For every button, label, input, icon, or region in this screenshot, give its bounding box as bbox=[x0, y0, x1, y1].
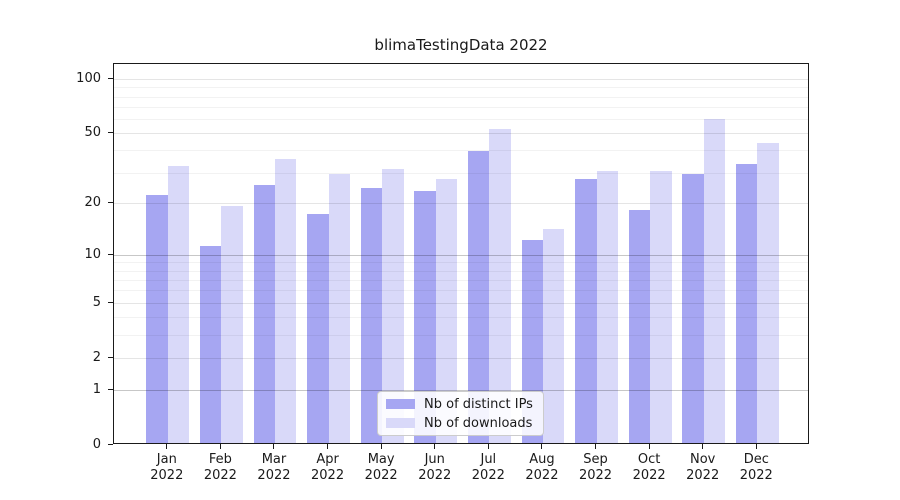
x-tickmark-mar bbox=[273, 444, 275, 449]
gridline-y-40 bbox=[114, 150, 808, 152]
legend-entry-distinct-ips: Nb of distinct IPs bbox=[386, 397, 535, 412]
y-tick-label-5: 5 bbox=[92, 294, 101, 310]
x-tick-label-nov: Nov 2022 bbox=[686, 452, 720, 483]
x-tickmark-apr bbox=[327, 444, 329, 449]
y-tickmark-1 bbox=[108, 388, 113, 390]
bar-apr-downloads bbox=[328, 173, 350, 443]
gridline-y-80 bbox=[114, 96, 808, 98]
gridline-y-7 bbox=[114, 279, 808, 281]
bar-oct-downloads bbox=[650, 171, 672, 443]
bar-may-distinct-ips bbox=[360, 188, 383, 443]
x-tick-label-oct: Oct 2022 bbox=[632, 452, 666, 483]
bar-feb-distinct-ips bbox=[199, 246, 222, 443]
bar-feb-downloads bbox=[221, 205, 243, 443]
legend-swatch-downloads bbox=[386, 417, 415, 429]
legend: Nb of distinct IPs Nb of downloads bbox=[377, 391, 544, 436]
x-tick-label-sep: Sep 2022 bbox=[578, 452, 613, 483]
legend-label-distinct-ips: Nb of distinct IPs bbox=[424, 396, 533, 412]
x-tickmark-feb bbox=[219, 444, 221, 449]
x-tickmark-oct bbox=[648, 444, 650, 449]
gridline-y-5 bbox=[114, 302, 808, 304]
y-tickmark-20 bbox=[108, 202, 113, 204]
bar-sep-downloads bbox=[596, 171, 618, 443]
gridline-y-50 bbox=[114, 133, 808, 135]
gridline-y-6 bbox=[114, 290, 808, 292]
gridline-y-3 bbox=[114, 334, 808, 336]
x-tickmark-jun bbox=[434, 444, 436, 449]
bar-nov-distinct-ips bbox=[682, 173, 704, 443]
x-tick-label-may: May 2022 bbox=[364, 452, 398, 483]
x-tickmark-jan bbox=[166, 444, 168, 449]
x-tick-label-aug: Aug 2022 bbox=[525, 452, 559, 483]
bar-mar-downloads bbox=[274, 159, 297, 443]
x-tickmark-jul bbox=[487, 444, 489, 449]
x-tickmark-nov bbox=[702, 444, 704, 449]
y-tick-label-100: 100 bbox=[76, 71, 101, 87]
y-tick-label-50: 50 bbox=[84, 125, 101, 141]
x-tick-label-jul: Jul 2022 bbox=[471, 452, 505, 483]
bar-dec-downloads bbox=[757, 143, 779, 443]
bar-nov-downloads bbox=[703, 118, 726, 443]
y-tick-label-2: 2 bbox=[92, 349, 101, 365]
bar-may-downloads bbox=[382, 168, 404, 443]
x-tick-label-feb: Feb 2022 bbox=[203, 452, 237, 483]
x-tick-label-dec: Dec 2022 bbox=[739, 452, 773, 483]
y-tickmark-2 bbox=[108, 356, 113, 358]
gridline-y-4 bbox=[114, 317, 808, 319]
gridline-y-10 bbox=[114, 254, 808, 256]
y-tick-label-1: 1 bbox=[92, 381, 101, 397]
gridline-y-9 bbox=[114, 262, 808, 264]
y-tickmark-5 bbox=[108, 301, 113, 303]
legend-swatch-distinct-ips bbox=[386, 398, 415, 410]
gridline-y-1 bbox=[114, 389, 808, 391]
bar-jan-downloads bbox=[167, 166, 190, 443]
gridline-y-70 bbox=[114, 107, 808, 108]
x-tickmark-aug bbox=[541, 444, 543, 449]
bar-sep-distinct-ips bbox=[575, 179, 597, 443]
bar-mar-distinct-ips bbox=[253, 185, 275, 443]
x-tick-label-jun: Jun 2022 bbox=[418, 452, 452, 483]
gridline-y-60 bbox=[114, 119, 808, 121]
bar-oct-distinct-ips bbox=[628, 209, 651, 443]
gridline-y-100 bbox=[114, 79, 808, 81]
x-tickmark-may bbox=[380, 444, 382, 449]
bar-jul-downloads bbox=[489, 128, 511, 443]
y-tickmark-0 bbox=[108, 443, 113, 445]
gridline-y-8 bbox=[114, 270, 808, 272]
bar-jan-distinct-ips bbox=[146, 194, 168, 443]
y-tick-label-0: 0 bbox=[92, 436, 101, 452]
plot-area bbox=[113, 63, 809, 444]
y-tickmark-10 bbox=[108, 253, 113, 255]
legend-entry-downloads: Nb of downloads bbox=[386, 416, 535, 431]
gridline-y-2 bbox=[114, 357, 808, 359]
y-tick-label-10: 10 bbox=[84, 246, 101, 262]
bar-dec-distinct-ips bbox=[735, 163, 758, 443]
bar-aug-downloads bbox=[542, 228, 565, 443]
bar-jul-distinct-ips bbox=[467, 150, 490, 443]
bar-jun-distinct-ips bbox=[414, 191, 436, 443]
gridline-y-20 bbox=[114, 203, 808, 205]
x-tickmark-sep bbox=[595, 444, 597, 449]
gridline-y-30 bbox=[114, 172, 808, 174]
x-tickmark-dec bbox=[755, 444, 757, 449]
x-tick-label-jan: Jan 2022 bbox=[150, 452, 184, 483]
y-tick-label-20: 20 bbox=[84, 195, 101, 211]
chart-title: blimaTestingData 2022 bbox=[374, 36, 548, 54]
bar-jun-downloads bbox=[435, 179, 458, 443]
y-tickmark-100 bbox=[108, 78, 113, 80]
x-tick-label-apr: Apr 2022 bbox=[311, 452, 345, 483]
y-tickmark-50 bbox=[108, 132, 113, 134]
gridline-y-90 bbox=[114, 87, 808, 89]
bar-apr-distinct-ips bbox=[307, 214, 329, 443]
legend-label-downloads: Nb of downloads bbox=[424, 415, 533, 431]
x-tick-label-mar: Mar 2022 bbox=[257, 452, 291, 483]
